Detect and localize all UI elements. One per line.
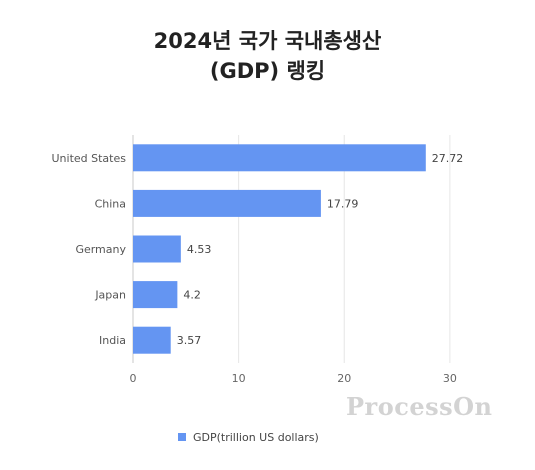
x-tick-label: 0 — [130, 372, 137, 385]
chart-title-line-2: (GDP) 랭킹 — [209, 59, 326, 83]
x-tick-label: 20 — [337, 372, 351, 385]
bar-germany — [133, 235, 181, 263]
category-label: Japan — [94, 289, 126, 302]
value-label: 4.2 — [183, 289, 201, 302]
legend-label: GDP(trillion US dollars) — [193, 431, 319, 444]
value-label: 4.53 — [187, 243, 212, 256]
watermark-text: ProcessOn — [346, 392, 493, 421]
bar-india — [133, 326, 171, 354]
legend-swatch — [178, 433, 186, 441]
category-label: India — [99, 334, 126, 347]
value-label: 3.57 — [177, 334, 202, 347]
category-label: United States — [52, 152, 127, 165]
x-tick-label: 10 — [232, 372, 246, 385]
value-label: 17.79 — [327, 197, 359, 210]
chart-title-line-1: 2024년 국가 국내총생산 — [153, 29, 382, 53]
category-label: Germany — [75, 243, 126, 256]
bar-japan — [133, 281, 178, 309]
bar-china — [133, 189, 321, 217]
category-label: China — [95, 197, 126, 210]
chart-title: 2024년 국가 국내총생산 (GDP) 랭킹 — [0, 26, 535, 86]
x-tick-label: 30 — [443, 372, 457, 385]
bar-united-states — [133, 144, 426, 172]
value-label: 27.72 — [432, 152, 464, 165]
